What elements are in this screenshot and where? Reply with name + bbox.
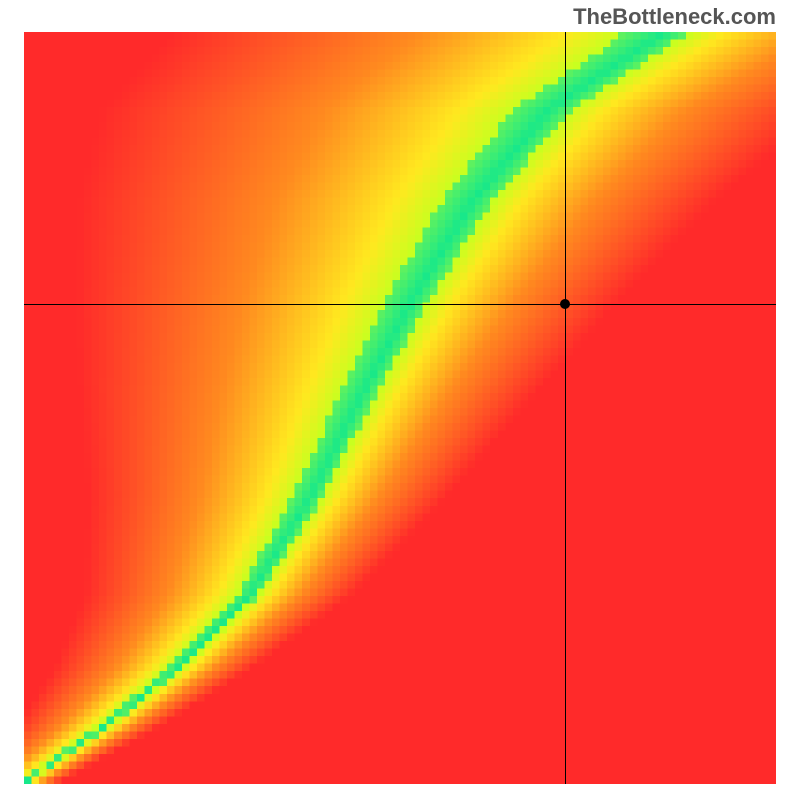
- crosshair-horizontal: [24, 304, 776, 305]
- operating-point-marker: [560, 299, 570, 309]
- chart-container: TheBottleneck.com: [0, 0, 800, 800]
- crosshair-vertical: [565, 32, 566, 784]
- bottleneck-heatmap: [24, 32, 776, 784]
- watermark-text: TheBottleneck.com: [573, 4, 776, 30]
